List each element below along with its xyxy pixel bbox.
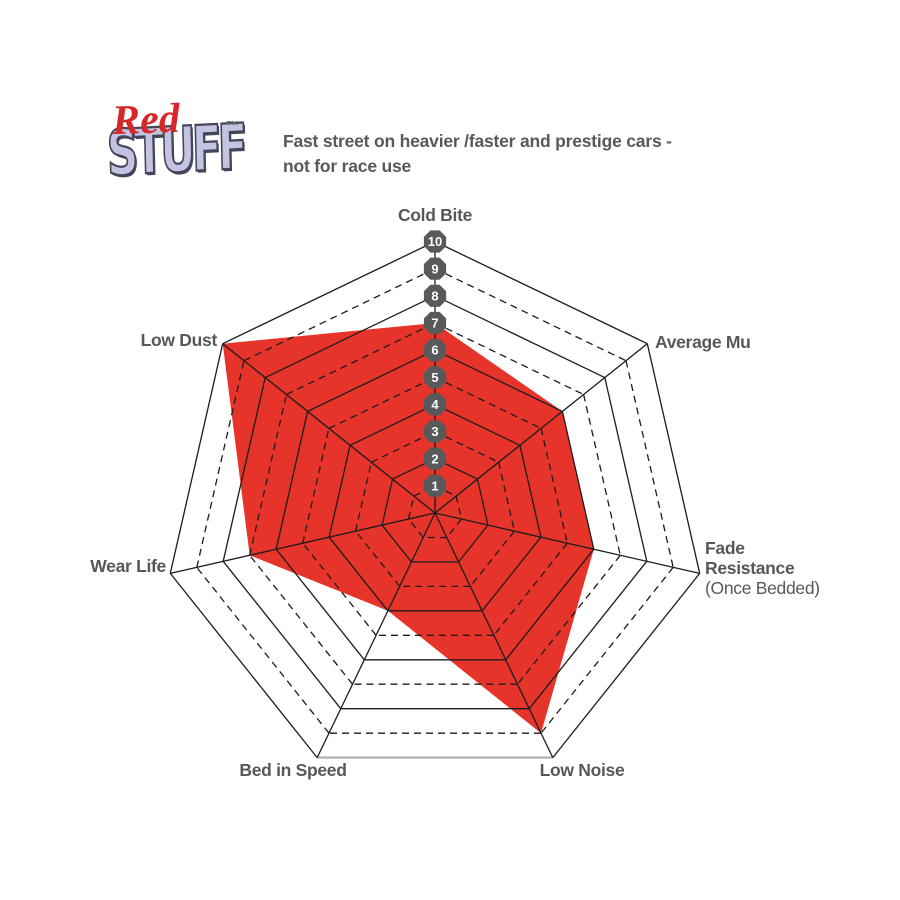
grid-ring-segment (275, 548, 365, 661)
grid-ring-segment (169, 572, 318, 759)
grid-ring-segment (582, 394, 621, 556)
tick-badge-label: 5 (431, 370, 438, 385)
tick-badge (423, 257, 447, 280)
tick-badge-label: 3 (431, 424, 438, 439)
axis-label-low-noise: Low Noise (539, 760, 625, 780)
grid-ring-segment (328, 376, 436, 429)
tick-badge-label: 2 (431, 451, 438, 466)
axis-label-average-mu: Average Mu (655, 332, 751, 352)
grid-ring-segment (169, 343, 224, 574)
grid-ring-segment (307, 349, 436, 412)
grid-ring-segment (505, 548, 595, 661)
logo-red-text: Red (111, 95, 181, 145)
axis-spoke (170, 512, 436, 575)
tick-badge (423, 311, 447, 334)
grid-ring-segment (625, 360, 674, 568)
axis-label-cold-bite: Cold Bite (397, 205, 473, 225)
grid-ring-segment (286, 322, 436, 396)
grid-ring-segment (434, 376, 542, 429)
grid-ring-segment (476, 478, 489, 526)
axis-label-fade-resistance: Fade Resistance (Once Bedded) (705, 538, 820, 598)
grid-ring-segment (249, 394, 288, 556)
axis-label-wear-life: Wear Life (90, 556, 166, 576)
tick-badge (423, 284, 447, 307)
product-description: Fast street on heavier /faster and prest… (283, 129, 672, 179)
grid-ring-segment (516, 554, 621, 685)
description-line-1: Fast street on heavier /faster and prest… (283, 131, 672, 151)
grid-ring-segment (381, 478, 394, 526)
grid-ring-segment (434, 295, 606, 379)
grid-ring-segment (604, 377, 648, 562)
grid-ring-segment (434, 240, 648, 345)
grid-ring-segment (328, 445, 351, 538)
tick-badge (423, 474, 447, 497)
grid-ring-segment (540, 428, 568, 544)
grid-ring-segment (407, 518, 424, 538)
grid-ring-segment (196, 360, 245, 568)
axis-spoke (434, 343, 648, 514)
grid-ring-segment (434, 349, 563, 412)
description-line-2: not for race use (283, 156, 412, 176)
data-polygon (222, 323, 594, 734)
axis-spoke (222, 343, 436, 514)
grid-ring-segment (455, 495, 463, 520)
axis-spoke (316, 512, 436, 758)
grid-ring-segment (481, 536, 542, 612)
grid-ring-segment (561, 411, 595, 550)
tick-badge (423, 339, 447, 362)
axis-label-low-dust: Low Dust (140, 330, 218, 350)
tick-badge-label: 8 (431, 288, 438, 303)
grid-ring-segment (222, 560, 342, 710)
grid-ring-segment (434, 403, 521, 446)
grid-ring-segment (434, 322, 584, 396)
grid-ring-segment (222, 240, 436, 345)
grid-ring-segment (446, 518, 463, 538)
fade-resistance-line-2: Resistance (705, 558, 795, 578)
axis-spoke (434, 512, 554, 758)
tick-badge (423, 230, 447, 253)
fade-resistance-line-1: Fade (705, 538, 745, 558)
tick-badge (423, 393, 447, 416)
grid-ring-segment (528, 560, 648, 710)
tick-badge (423, 447, 447, 470)
grid-ring-segment (493, 542, 568, 636)
tick-badge-label: 9 (431, 261, 438, 276)
fade-resistance-line-3: (Once Bedded) (705, 578, 820, 598)
tick-badge-label: 4 (431, 397, 439, 412)
grid-ring-segment (302, 542, 377, 636)
grid-ring-segment (349, 403, 436, 446)
grid-ring-segment (407, 495, 415, 520)
trademark-symbol: ™ (226, 118, 239, 133)
grid-ring-segment (196, 566, 330, 734)
grid-ring-segment (552, 572, 701, 759)
grid-ring-segment (302, 428, 330, 544)
tick-badge-label: 6 (431, 343, 438, 358)
grid-ring-segment (264, 295, 436, 379)
tick-badge-label: 7 (431, 316, 438, 331)
tick-badge-label: 1 (431, 479, 438, 494)
grid-ring-segment (381, 524, 412, 563)
grid-ring-segment (222, 377, 266, 562)
axis-spoke (434, 512, 700, 575)
grid-ring-segment (646, 343, 701, 574)
tick-badge-label: 10 (428, 234, 442, 249)
grid-ring-segment (328, 536, 389, 612)
grid-ring-segment (458, 524, 489, 563)
grid-ring-segment (275, 411, 309, 550)
tick-badge (423, 420, 447, 443)
axis-label-bed-in-speed: Bed in Speed (239, 760, 347, 780)
grid-ring-segment (519, 445, 542, 538)
grid-ring-segment (413, 485, 436, 497)
tick-badge (423, 366, 447, 389)
grid-ring-segment (249, 554, 354, 685)
